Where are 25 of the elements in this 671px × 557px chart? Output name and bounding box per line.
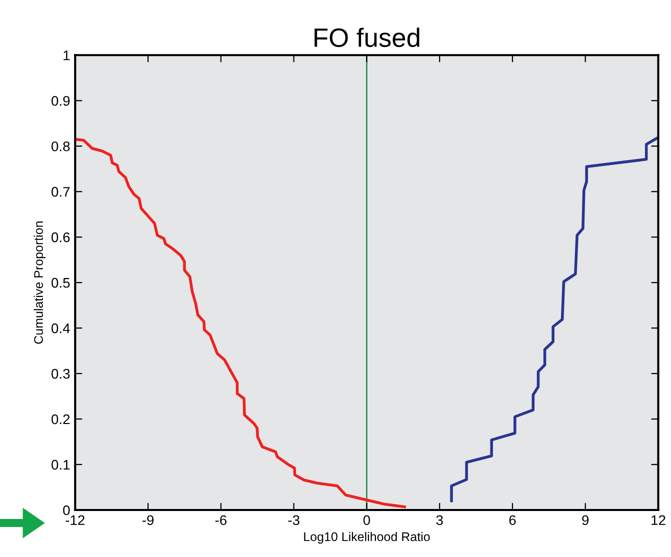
x-tick-label: 6 (509, 515, 516, 526)
x-tick-label: -9 (142, 515, 154, 526)
y-axis-title: Cumulative Proportion (34, 222, 46, 344)
line-series (450, 136, 658, 502)
y-tick-label: 0.6 (52, 232, 70, 242)
y-tick-label: 0.9 (52, 96, 70, 106)
y-tick-label: 0.2 (52, 414, 70, 424)
x-axis-title: Log10 Likelihood Ratio (304, 532, 430, 544)
x-tick-label: 12 (652, 515, 666, 525)
y-tick-label: 0.4 (52, 323, 70, 334)
x-tick-label: 9 (582, 515, 589, 526)
line-series (75, 138, 406, 508)
y-tick-label: 0.8 (52, 141, 70, 152)
y-tick-label: 0.3 (52, 368, 70, 379)
x-tick-label: -3 (288, 515, 300, 526)
y-tick-label: 0 (63, 505, 70, 516)
y-tick-label: 0.1 (52, 460, 70, 470)
chart-title: FO fused (314, 28, 420, 48)
x-tick-label: 0 (363, 515, 370, 526)
y-tick-label: 1 (64, 50, 70, 60)
x-tick-label: 3 (436, 515, 443, 526)
x-tick-label: -6 (215, 515, 226, 526)
y-tick-label: 0.5 (52, 278, 70, 288)
y-tick-label: 0.7 (52, 186, 70, 197)
x-tick-label: -12 (66, 515, 84, 525)
